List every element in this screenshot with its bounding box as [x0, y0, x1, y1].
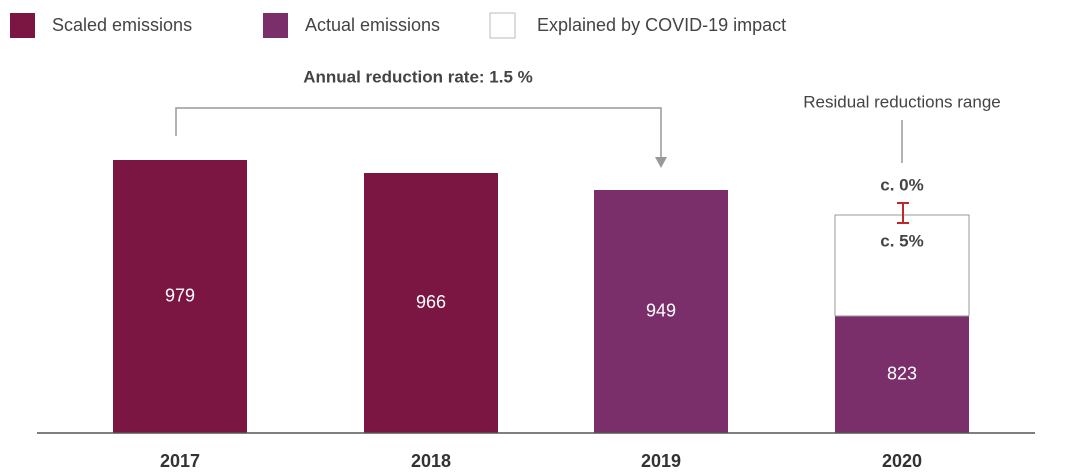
range-bar	[897, 202, 909, 224]
bar	[835, 316, 969, 433]
legend-label: Explained by COVID-19 impact	[537, 15, 786, 35]
value-label: 966	[416, 292, 446, 312]
value-label: 979	[165, 285, 195, 305]
bar	[594, 190, 728, 433]
legend-label: Scaled emissions	[52, 15, 192, 35]
x-tick-label: 2020	[882, 451, 922, 471]
bar	[834, 214, 970, 317]
x-tick-label: 2019	[641, 451, 681, 471]
bracket	[175, 107, 662, 158]
upper-label: c. 0%	[880, 175, 923, 194]
legend-swatch	[489, 12, 516, 39]
bar	[364, 173, 498, 433]
lower-label: c. 5%	[880, 231, 923, 250]
legend-label: Actual emissions	[305, 15, 440, 35]
legend-swatch	[10, 13, 35, 38]
value-label: 823	[887, 363, 917, 383]
x-tick-label: 2017	[160, 451, 200, 471]
reduction-rate: Annual reduction rate: 1.5 %	[303, 67, 533, 86]
bars: 979 966 949 823	[113, 160, 970, 433]
bar	[113, 160, 247, 433]
value-label: 949	[646, 300, 676, 320]
x-tick-label: 2018	[411, 451, 451, 471]
arrow-head	[655, 157, 667, 168]
legend-swatch	[263, 13, 288, 38]
residual-label: Residual reductions range	[803, 92, 1001, 111]
